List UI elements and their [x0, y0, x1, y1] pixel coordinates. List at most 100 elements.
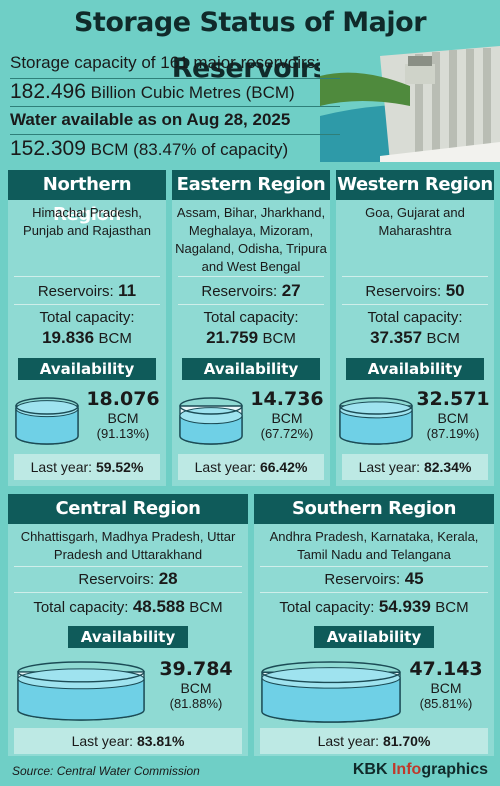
- brand-part: Info: [391, 761, 422, 778]
- region-name: Central Region: [8, 494, 248, 524]
- capacity-unit: BCM: [435, 599, 469, 616]
- capacity-line: 182.496 Billion Cubic Metres (BCM): [10, 80, 295, 104]
- reservoir-tank-icon: [17, 661, 145, 721]
- divider: [178, 304, 324, 305]
- region-card-western: Western Region Goa, Gujarat and Maharash…: [336, 170, 494, 486]
- availability-badge: Availability: [68, 626, 188, 648]
- reservoir-tank-icon: [261, 661, 401, 723]
- available-unit: BCM: [107, 410, 139, 426]
- divider: [14, 566, 242, 567]
- available-value: 32.571: [416, 388, 490, 410]
- divider: [260, 592, 488, 593]
- reservoirs-count: 50: [445, 281, 465, 300]
- capacity-value: 182.496: [10, 80, 86, 103]
- page-title: Storage Status of Major Reservoirs: [73, 7, 427, 84]
- available-unit: BCM: [271, 410, 303, 426]
- reservoirs-count: 28: [158, 569, 178, 588]
- capacity-unit: BCM: [426, 330, 460, 347]
- capacity-value: 19.836: [42, 328, 95, 347]
- reservoirs-count: 45: [404, 569, 424, 588]
- reservoirs-line: Reservoirs: 45: [254, 569, 494, 589]
- region-name: Northern Region: [8, 170, 166, 225]
- last-year-label: Last year:: [30, 459, 93, 475]
- divider: [14, 276, 160, 277]
- capacity-unit: BCM: [98, 330, 132, 347]
- region-states: Himachal Pradesh, Punjab and Rajasthan: [23, 205, 151, 238]
- last-year-label: Last year:: [358, 459, 421, 475]
- last-year-line: Last year: 66.42%: [178, 454, 324, 480]
- dam-illustration: [320, 46, 500, 162]
- region-states: Assam, Bihar, Jharkhand, Meghalaya, Mizo…: [175, 205, 327, 274]
- last-year-line: Last year: 82.34%: [342, 454, 488, 480]
- divider: [260, 566, 488, 567]
- reservoirs-line: Reservoirs: 11: [8, 281, 166, 301]
- capacity-label: Total capacity:: [33, 599, 129, 616]
- last-year-label: Last year:: [71, 733, 134, 749]
- capacity-value: 54.939: [378, 597, 431, 616]
- availability-badge: Availability: [18, 358, 156, 380]
- last-year-value: 66.42%: [259, 459, 308, 475]
- last-year-label: Last year:: [194, 459, 257, 475]
- available-percent: (85.81%): [419, 696, 473, 711]
- available-value: 39.784: [159, 658, 233, 680]
- reservoirs-label: Reservoirs:: [324, 571, 401, 588]
- available-line: 152.309 BCM (83.47% of capacity): [10, 137, 288, 161]
- source-note: Source: Central Water Commission: [12, 764, 200, 778]
- capacity-unit: BCM: [262, 330, 296, 347]
- last-year-value: 83.81%: [136, 733, 185, 749]
- reservoirs-label: Reservoirs:: [201, 283, 278, 300]
- available-percent: (87.19%): [426, 426, 480, 441]
- divider: [10, 78, 340, 79]
- region-name: Western Region: [336, 170, 494, 200]
- reservoir-tank-icon: [339, 397, 413, 445]
- reservoir-tank-icon: [179, 397, 243, 445]
- region-name: Southern Region: [254, 494, 494, 524]
- availability-badge: Availability: [346, 358, 484, 380]
- last-year-line: Last year: 83.81%: [14, 728, 242, 754]
- available-value: 18.076: [86, 388, 160, 410]
- availability-badge: Availability: [182, 358, 320, 380]
- region-states: Goa, Gujarat and Maharashtra: [365, 205, 465, 238]
- available-percent: (67.72%): [260, 426, 314, 441]
- reservoirs-line: Reservoirs: 27: [172, 281, 330, 301]
- brand-part: graphics: [421, 761, 488, 778]
- available-unit: BCM: [430, 680, 462, 696]
- divider: [178, 276, 324, 277]
- region-card-southern: Southern Region Andhra Pradesh, Karnatak…: [254, 494, 494, 756]
- available-label-line: Water available as on Aug 28, 2025: [10, 110, 290, 130]
- capacity-label: Total capacity:: [279, 599, 375, 616]
- region-name: Eastern Region: [172, 170, 330, 200]
- available-value: 14.736: [250, 388, 324, 410]
- reservoirs-label: Reservoirs:: [37, 283, 114, 300]
- availability-values: 39.784 BCM (81.88%): [148, 658, 244, 711]
- available-label: Water available as on Aug 28, 2025: [10, 110, 291, 129]
- last-year-value: 82.34%: [423, 459, 472, 475]
- last-year-line: Last year: 81.70%: [260, 728, 488, 754]
- divider: [342, 276, 488, 277]
- reservoirs-count: 27: [281, 281, 301, 300]
- capacity-line: Total capacity: 48.588 BCM: [8, 597, 248, 617]
- brand-logo: KBK Infographics: [353, 761, 488, 779]
- last-year-value: 81.70%: [382, 733, 431, 749]
- capacity-label: Total capacity:: [39, 309, 135, 326]
- available-unit: BCM: [437, 410, 469, 426]
- region-states: Chhattisgarh, Madhya Pradesh, Uttar Prad…: [20, 529, 236, 562]
- available-unit: BCM (83.47% of capacity): [90, 140, 289, 159]
- available-percent: (91.13%): [96, 426, 150, 441]
- divider: [10, 134, 340, 135]
- reservoirs-line: Reservoirs: 28: [8, 569, 248, 589]
- reservoirs-count: 11: [118, 281, 137, 300]
- capacity-value: 21.759: [206, 328, 259, 347]
- region-card-central: Central Region Chhattisgarh, Madhya Prad…: [8, 494, 248, 756]
- reservoirs-label: Reservoirs:: [365, 283, 442, 300]
- divider: [14, 304, 160, 305]
- available-value: 152.309: [10, 137, 86, 160]
- available-unit: BCM: [180, 680, 212, 696]
- region-card-northern: Northern Region Himachal Pradesh, Punjab…: [8, 170, 166, 486]
- last-year-value: 59.52%: [95, 459, 144, 475]
- capacity-label: Total capacity:: [203, 309, 299, 326]
- reservoir-tank-icon: [15, 397, 79, 445]
- capacity-label: Total capacity:: [367, 309, 463, 326]
- region-card-eastern: Eastern Region Assam, Bihar, Jharkhand, …: [172, 170, 330, 486]
- availability-badge: Availability: [314, 626, 434, 648]
